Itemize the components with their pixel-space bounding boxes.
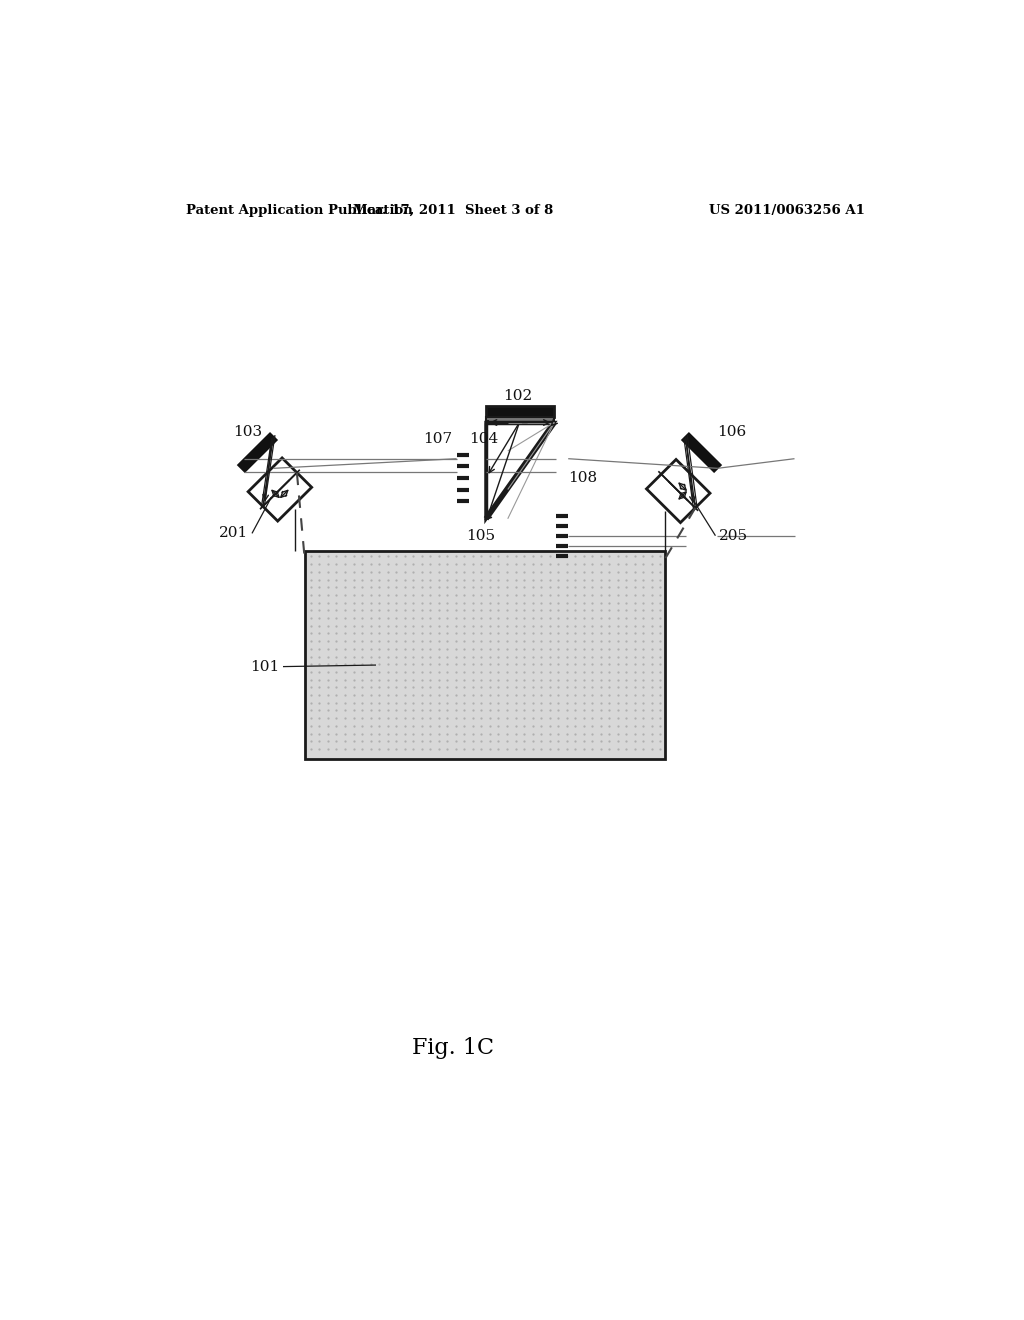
Text: Patent Application Publication: Patent Application Publication [186,205,413,218]
Text: 205: 205 [719,529,748,543]
Text: 108: 108 [568,471,597,484]
Text: 103: 103 [233,425,263,438]
Polygon shape [248,458,311,521]
Text: 201: 201 [219,527,248,540]
Text: 104: 104 [469,433,499,446]
Polygon shape [239,433,276,471]
Text: 105: 105 [466,529,496,543]
Text: US 2011/0063256 A1: US 2011/0063256 A1 [710,205,865,218]
Polygon shape [646,459,710,523]
Text: 102: 102 [503,388,532,403]
Text: 101: 101 [250,660,280,673]
Bar [305,552,665,759]
Bar [486,407,554,417]
Text: 107: 107 [423,433,452,446]
Text: Fig. 1C: Fig. 1C [413,1036,495,1059]
Bar [486,417,554,422]
Text: 106: 106 [717,425,746,438]
Polygon shape [682,433,721,471]
Text: Mar. 17, 2011  Sheet 3 of 8: Mar. 17, 2011 Sheet 3 of 8 [353,205,554,218]
